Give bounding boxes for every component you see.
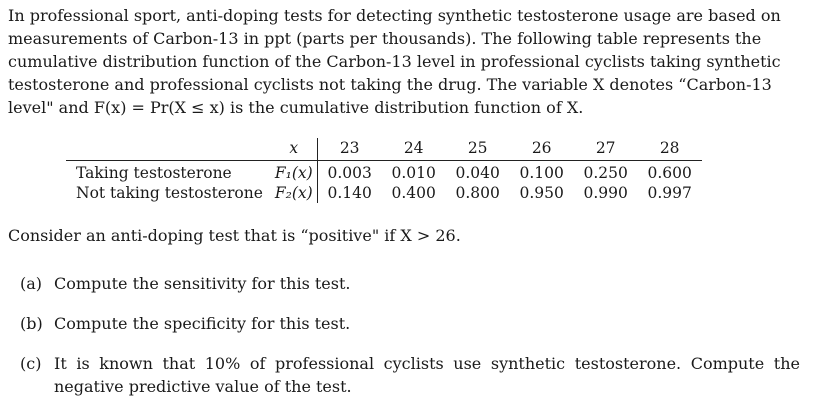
x-value: 25 [445, 138, 510, 161]
x-value: 23 [317, 138, 382, 161]
question-text: Compute the specificity for this test. [54, 314, 351, 333]
cell-value: 0.250 [583, 164, 628, 182]
x-value: 27 [573, 138, 638, 161]
cell-value: 0.990 [583, 184, 628, 202]
x-value: 26 [509, 138, 574, 161]
question-tag: (a) [20, 274, 43, 293]
question-tag: (b) [20, 314, 43, 333]
x-value: 28 [637, 138, 702, 161]
cell-value: 0.997 [647, 184, 692, 202]
x-label: x [272, 138, 318, 161]
table-header-row: x 23 24 25 26 27 28 [66, 138, 702, 161]
cell-value: 0.040 [455, 164, 500, 182]
cell-value: 0.400 [391, 184, 436, 202]
intro-line: testosterone and professional cyclists n… [8, 75, 772, 94]
table-row: Taking testosterone F₁(x) 0.003 0.010 0.… [66, 160, 702, 183]
intro-line: cumulative distribution function of the … [8, 52, 781, 71]
intro-line: In professional sport, anti-doping tests… [8, 6, 781, 25]
cell-value: 0.140 [327, 184, 372, 202]
question-list: (a) Compute the sensitivity for this tes… [20, 272, 800, 398]
test-definition: Consider an anti-doping test that is “po… [8, 226, 461, 245]
row-function: F₁(x) [272, 160, 318, 183]
row-label: Taking testosterone [76, 164, 232, 182]
x-value: 24 [381, 138, 446, 161]
intro-line: measurements of Carbon-13 in ppt (parts … [8, 29, 762, 48]
question-text: Compute the sensitivity for this test. [54, 274, 351, 293]
cell-value: 0.600 [647, 164, 692, 182]
question-tag: (c) [20, 354, 42, 373]
intro-line: level" and F(x) = Pr(X ≤ x) is the cumul… [8, 98, 584, 117]
cell-value: 0.010 [391, 164, 436, 182]
table-row: Not taking testosterone F₂(x) 0.140 0.40… [66, 183, 702, 203]
question-text: It is known that 10% of professional cyc… [54, 354, 800, 396]
row-function: F₂(x) [272, 183, 318, 203]
row-label: Not taking testosterone [76, 184, 263, 202]
intro-paragraph: In professional sport, anti-doping tests… [8, 4, 808, 119]
cdf-table: x 23 24 25 26 27 28 Taking testosterone … [66, 138, 702, 203]
cell-value: 0.950 [519, 184, 564, 202]
question-item: (b) Compute the specificity for this tes… [20, 312, 800, 335]
question-item: (c) It is known that 10% of professional… [20, 352, 800, 398]
cell-value: 0.800 [455, 184, 500, 202]
question-item: (a) Compute the sensitivity for this tes… [20, 272, 800, 295]
cell-value: 0.003 [327, 164, 372, 182]
header-blank-cell [66, 138, 273, 161]
cell-value: 0.100 [519, 164, 564, 182]
